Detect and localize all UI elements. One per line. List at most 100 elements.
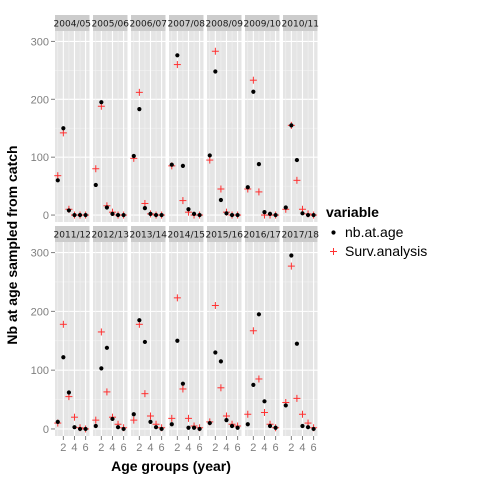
facet-strip	[55, 15, 90, 31]
point-surv-analysis	[59, 129, 67, 137]
point-nb-at-age	[142, 339, 148, 345]
point-nb-at-age	[186, 425, 191, 430]
facet-strip	[93, 226, 128, 242]
facet-strip-label: 2015/16	[206, 231, 244, 241]
point-nb-at-age	[273, 212, 278, 218]
facet-strip	[207, 226, 242, 242]
facet-strip	[245, 226, 280, 242]
facet-panel: 2013/14	[130, 226, 168, 436]
x-tick-label: 2	[212, 442, 218, 454]
point-surv-analysis	[179, 385, 187, 393]
point-nb-at-age	[77, 426, 83, 432]
point-nb-at-age	[99, 100, 104, 105]
point-nb-at-age	[245, 422, 250, 427]
facet-strip-label: 2010/11	[282, 20, 319, 30]
point-nb-at-age	[93, 182, 98, 188]
point-surv-analysis	[141, 199, 149, 207]
facet-strip	[169, 226, 204, 242]
point-nb-at-age	[121, 426, 126, 432]
facet-strip-label: 2013/14	[130, 231, 168, 241]
point-nb-at-age	[273, 425, 278, 430]
point-nb-at-age	[77, 212, 83, 218]
point-nb-at-age	[175, 338, 180, 343]
point-nb-at-age	[207, 153, 212, 158]
point-nb-at-age	[229, 423, 235, 429]
facet-strip-label: 2012/13	[92, 231, 129, 241]
panel-background	[93, 242, 128, 436]
x-tick-label: 6	[273, 442, 279, 454]
gridlines	[245, 242, 280, 436]
facet-strip	[93, 15, 128, 31]
x-tick-label: 4	[261, 442, 267, 454]
gridlines	[131, 31, 166, 222]
gridlines	[283, 31, 318, 222]
x-tick-label: 6	[235, 442, 241, 454]
point-nb-at-age	[83, 212, 88, 218]
facet-strip-label: 2007/08	[168, 20, 206, 30]
point-surv-analysis	[54, 172, 62, 180]
point-surv-analysis	[92, 416, 100, 424]
point-nb-at-age	[153, 425, 159, 430]
facet-panel: 2011/12	[54, 226, 91, 436]
point-nb-at-age	[61, 355, 66, 360]
facet-strip-label: 2008/09	[206, 20, 244, 30]
facet-panel: 2008/09	[206, 15, 244, 222]
point-nb-at-age	[175, 53, 180, 58]
y-tick-label: 200	[31, 306, 49, 318]
point-nb-at-age	[104, 345, 110, 350]
x-tick-label: 6	[83, 442, 89, 454]
facet-panel: 2009/10	[244, 15, 281, 222]
point-surv-analysis	[255, 375, 263, 383]
facet-panel: 2006/07	[130, 15, 167, 222]
point-nb-at-age	[61, 126, 66, 131]
point-nb-at-age	[55, 178, 60, 183]
point-surv-analysis	[92, 165, 100, 173]
legend-label: nb.at.age	[345, 224, 404, 240]
facet-strip-label: 2011/12	[54, 231, 91, 241]
point-nb-at-age	[294, 341, 300, 346]
x-tick-label: 2	[250, 442, 256, 454]
point-surv-analysis	[260, 408, 268, 416]
facet-strip	[283, 15, 318, 31]
x-tick-label: 2	[60, 442, 66, 454]
point-nb-at-age	[218, 197, 224, 203]
facet-strip	[245, 15, 280, 31]
point-nb-at-age	[207, 420, 212, 426]
facet-strip	[131, 15, 166, 31]
point-nb-at-age	[72, 212, 77, 218]
facet-strip-label: 2014/15	[168, 231, 205, 241]
panel-background	[245, 242, 280, 436]
point-nb-at-age	[121, 212, 126, 218]
y-tick-label: 200	[31, 94, 49, 106]
point-nb-at-age	[83, 426, 88, 432]
point-nb-at-age	[169, 422, 174, 427]
point-nb-at-age	[142, 206, 148, 211]
gridlines	[93, 242, 128, 436]
point-nb-at-age	[137, 318, 142, 323]
gridlines	[55, 242, 90, 436]
facet-strip	[131, 226, 166, 242]
facet-strip	[207, 15, 242, 31]
point-surv-analysis	[59, 320, 67, 328]
point-nb-at-age	[256, 162, 262, 167]
point-nb-at-age	[137, 107, 142, 112]
point-nb-at-age	[197, 212, 202, 218]
point-nb-at-age	[148, 211, 153, 216]
point-nb-at-age	[262, 399, 267, 404]
panel-background	[283, 242, 318, 436]
point-nb-at-age	[131, 412, 136, 417]
y-tick-label: 0	[43, 210, 49, 222]
point-nb-at-age	[267, 423, 273, 429]
point-nb-at-age	[311, 212, 316, 218]
point-surv-analysis	[173, 61, 181, 69]
x-axis-title: Age groups (year)	[111, 458, 231, 474]
point-surv-analysis	[287, 262, 295, 270]
point-surv-analysis	[217, 185, 225, 193]
facet-panel: 2012/13	[92, 226, 129, 436]
x-tick-label: 2	[288, 442, 294, 454]
x-tick-label: 2	[136, 442, 142, 454]
gridlines	[207, 242, 242, 436]
point-surv-analysis	[97, 328, 105, 336]
point-nb-at-age	[186, 207, 191, 212]
